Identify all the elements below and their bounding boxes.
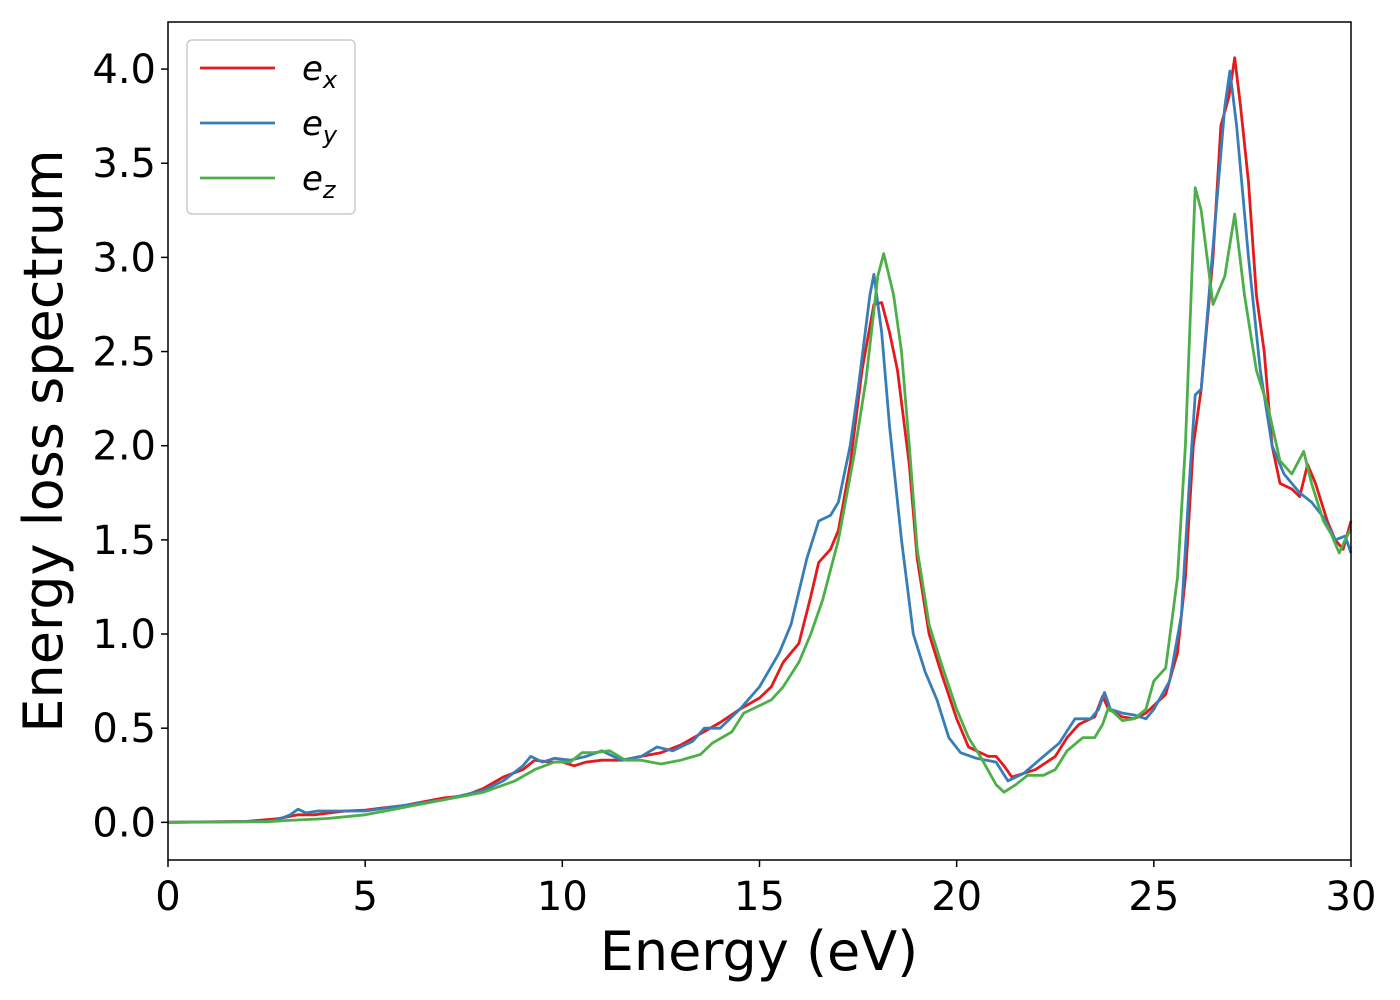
legend-label-y: ey: [302, 104, 338, 149]
y-tick-label: 1.5: [92, 518, 156, 564]
series-layer: [167, 56, 1353, 824]
series-line-z: [167, 186, 1353, 824]
y-tick-label: 2.0: [92, 424, 156, 470]
y-tick-label: 2.5: [92, 330, 156, 376]
legend-label-z: ez: [302, 159, 337, 204]
legend-label-x: ex: [302, 49, 338, 94]
x-tick-label: 20: [931, 874, 982, 920]
x-tick-label: 25: [1128, 874, 1179, 920]
y-tick-label: 4.0: [92, 47, 156, 93]
x-tick-label: 10: [537, 874, 588, 920]
y-tick-label: 0.5: [92, 706, 156, 752]
y-tick-label: 0.0: [92, 800, 156, 846]
x-axis-label: Energy (eV): [600, 920, 919, 983]
y-tick-label: 1.0: [92, 612, 156, 658]
x-tick-label: 5: [352, 874, 377, 920]
y-tick-label: 3.0: [92, 235, 156, 281]
x-tick-label: 0: [155, 874, 180, 920]
x-tick-label: 15: [734, 874, 785, 920]
y-tick-label: 3.5: [92, 141, 156, 187]
y-axis-ticks: 0.0 0.5 1.0 1.5 2.0 2.5 3.0 3.5 4.0: [92, 47, 168, 846]
legend: ex ey ez: [186, 39, 356, 215]
x-tick-label: 30: [1326, 874, 1377, 920]
series-line-y: [167, 69, 1353, 824]
y-axis-label: Energy loss spectrum: [12, 149, 75, 732]
legend-box: [186, 39, 356, 215]
x-axis-ticks: 0 5 10 15 20 25 30: [155, 860, 1376, 920]
